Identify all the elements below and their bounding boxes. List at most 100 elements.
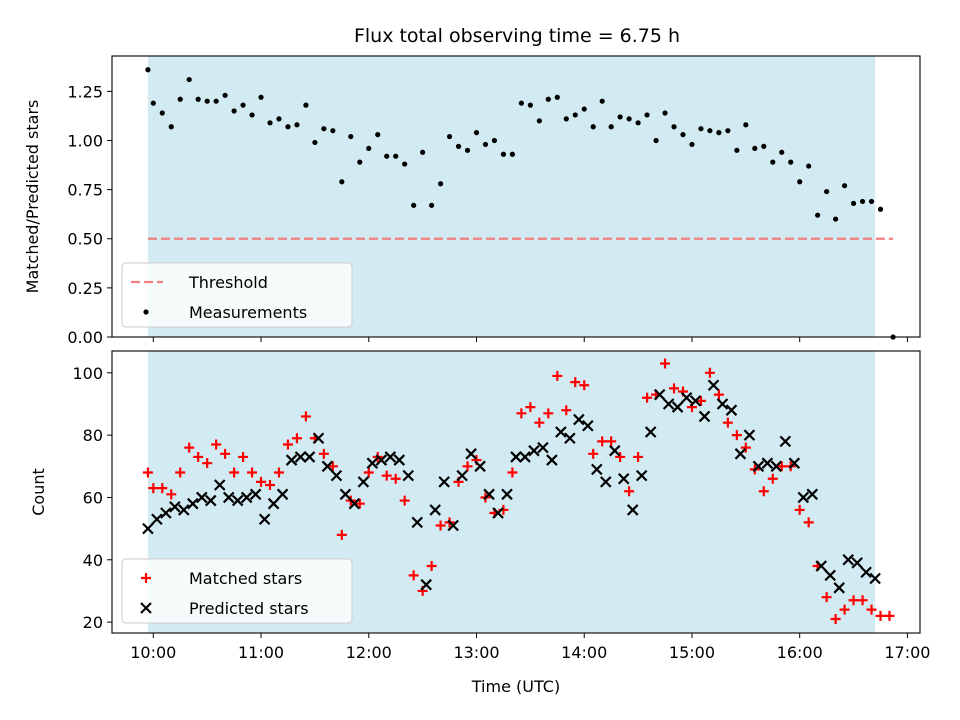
measurement-point xyxy=(770,159,776,165)
y-tick-label: 20 xyxy=(83,613,103,632)
predicted-point xyxy=(582,420,594,432)
predicted-point xyxy=(806,488,819,501)
measurement-point xyxy=(267,120,273,126)
matched-point xyxy=(265,479,276,490)
predicted-point xyxy=(716,398,729,410)
x-tick-label: 13:00 xyxy=(453,643,499,662)
measurement-point xyxy=(159,110,165,116)
matched-point xyxy=(291,433,302,444)
measurement-point xyxy=(850,200,857,206)
matched-point xyxy=(381,470,392,481)
predicted-point xyxy=(635,469,648,482)
measurement-point xyxy=(455,143,462,149)
matched-point xyxy=(579,380,590,391)
predicted-point xyxy=(564,432,576,445)
predicted-point xyxy=(169,501,181,513)
matched-point xyxy=(157,483,168,494)
measurement-point xyxy=(240,102,246,108)
measurement-point xyxy=(357,159,363,165)
predicted-point xyxy=(402,469,415,482)
measurement-point xyxy=(788,159,794,165)
matched-point xyxy=(211,439,222,450)
predicted-point xyxy=(779,435,792,448)
predicted-point xyxy=(546,454,558,466)
measurement-point xyxy=(429,202,435,208)
predicted-point xyxy=(815,560,828,572)
measurement-point xyxy=(859,198,866,205)
predicted-point xyxy=(707,379,720,392)
matched-point xyxy=(767,473,778,484)
measurement-point xyxy=(815,212,821,218)
predicted-point xyxy=(510,451,522,463)
matched-point xyxy=(193,451,204,462)
predicted-point xyxy=(734,448,747,460)
matched-point xyxy=(776,461,787,472)
matched-point xyxy=(552,370,563,381)
measurement-point xyxy=(536,118,542,124)
matched-point xyxy=(722,417,733,428)
predicted-point xyxy=(160,507,172,519)
predicted-point xyxy=(196,491,208,504)
matched-point xyxy=(166,489,177,500)
matched-point xyxy=(633,451,644,462)
matched-point xyxy=(588,448,599,459)
y-tick-label: 1.00 xyxy=(67,131,103,150)
matched-point xyxy=(327,461,338,472)
matched-point xyxy=(435,520,446,531)
y-tick-label: 100 xyxy=(72,364,103,383)
measurement-point xyxy=(554,94,560,100)
matched-point xyxy=(713,389,724,400)
matched-point xyxy=(247,467,258,478)
legend-label: Threshold xyxy=(188,273,268,292)
legend-box xyxy=(121,262,353,328)
series-predicted-stars xyxy=(142,379,881,594)
matched-point xyxy=(426,561,437,572)
predicted-point xyxy=(537,441,549,454)
predicted-point xyxy=(752,460,765,473)
measurement-point xyxy=(617,114,623,120)
measurement-point xyxy=(321,126,327,132)
matched-point xyxy=(142,467,153,478)
predicted-point xyxy=(770,460,783,473)
measurement-point xyxy=(752,145,758,151)
y-tick-label: 0.50 xyxy=(67,230,103,249)
y-tick-label: 0.00 xyxy=(67,328,103,347)
series-measurements xyxy=(145,67,896,340)
x-axis-label: Time (UTC) xyxy=(471,677,560,696)
measurement-point xyxy=(285,124,291,130)
predicted-point xyxy=(860,566,872,579)
measurement-point xyxy=(671,124,677,130)
measurement-point xyxy=(366,145,372,151)
predicted-point xyxy=(393,454,406,466)
matched-point xyxy=(318,448,329,459)
predicted-point xyxy=(600,476,612,488)
x-tick-label: 11:00 xyxy=(238,643,284,662)
matched-point xyxy=(408,570,419,581)
y-axis-label: Count xyxy=(29,468,48,516)
matched-point xyxy=(175,467,186,478)
measurement-point xyxy=(330,128,336,134)
x-tick-label: 17:00 xyxy=(884,643,930,662)
predicted-point xyxy=(258,513,271,526)
predicted-point xyxy=(366,457,379,469)
predicted-point xyxy=(330,469,343,482)
predicted-point xyxy=(519,451,531,463)
predicted-point xyxy=(456,469,468,482)
predicted-point xyxy=(833,582,845,594)
measurement-point xyxy=(491,137,498,144)
matched-point xyxy=(875,610,886,621)
measurement-point xyxy=(734,147,740,153)
measurement-point xyxy=(384,153,390,159)
measurement-point xyxy=(195,96,201,102)
matched-point xyxy=(758,486,769,497)
measurement-point xyxy=(294,122,300,128)
predicted-point xyxy=(743,429,756,441)
matched-point xyxy=(363,467,374,478)
measurement-point xyxy=(572,112,578,118)
measurement-point xyxy=(644,112,650,118)
measurement-point xyxy=(716,130,722,136)
measurement-point xyxy=(653,137,659,144)
matched-point xyxy=(516,408,527,419)
legend: Matched stars Predicted stars xyxy=(121,558,353,624)
